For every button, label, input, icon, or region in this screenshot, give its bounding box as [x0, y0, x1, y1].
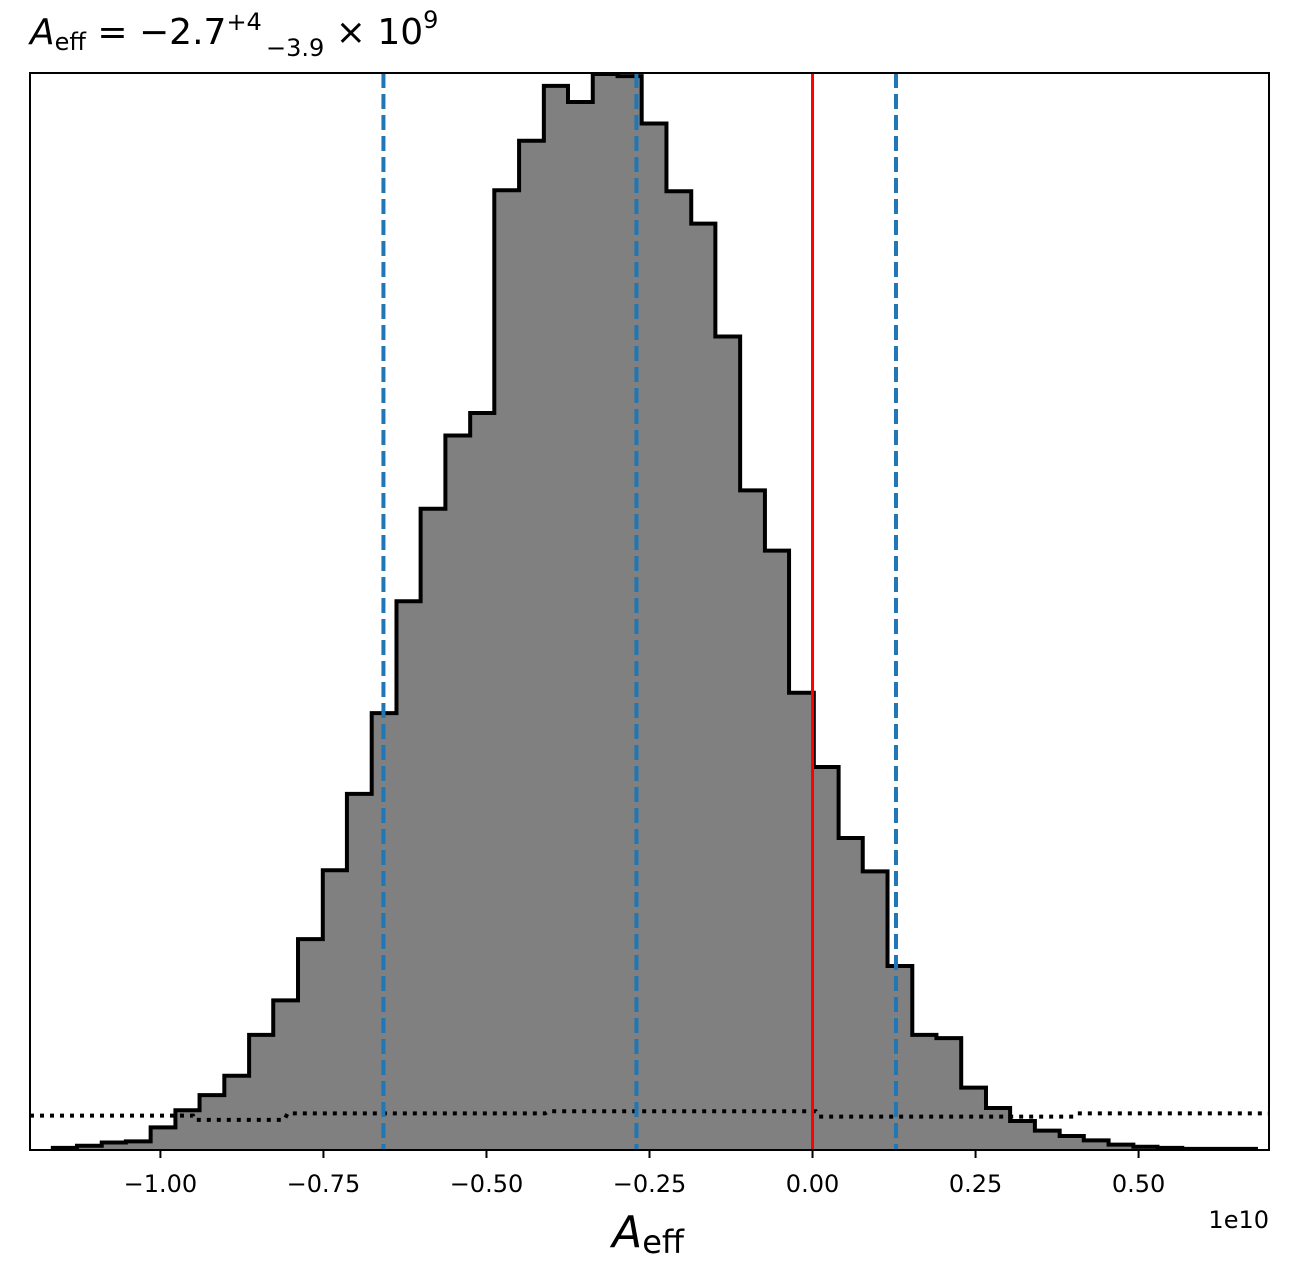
histogram-bar	[1059, 1136, 1085, 1150]
x-tick-label: 0.00	[786, 1170, 839, 1198]
title-symbol: A	[28, 12, 55, 53]
histogram-bars	[50, 72, 1258, 1151]
histogram-bar	[125, 1141, 152, 1150]
histogram-bar	[764, 550, 790, 1150]
histogram-bar	[567, 101, 594, 1151]
histogram-bar	[936, 1038, 962, 1150]
histogram-bar	[715, 336, 741, 1150]
histogram-bar	[641, 123, 668, 1151]
histogram-bar	[371, 713, 398, 1150]
histogram-bar	[666, 191, 692, 1150]
xlabel-symbol: A	[609, 1207, 642, 1258]
chart-title: Aeff = −2.7+4−3.9 × 109	[28, 6, 438, 62]
histogram-bar	[1010, 1120, 1036, 1150]
title-equals: =	[86, 12, 139, 53]
histogram-bar	[691, 223, 716, 1151]
histogram-bar	[543, 85, 569, 1151]
histogram-bar	[224, 1075, 250, 1150]
histogram-bar	[838, 837, 864, 1150]
x-axis-label: Aeff	[609, 1207, 685, 1261]
histogram-bar	[396, 601, 422, 1150]
histogram-bar	[249, 1034, 274, 1150]
histogram-bar	[298, 939, 324, 1150]
title-median: −2.7	[139, 12, 226, 53]
title-symbol-subscript: eff	[55, 28, 87, 56]
histogram-bar	[494, 190, 520, 1150]
histogram-bar	[617, 76, 643, 1151]
histogram-bar	[273, 1000, 299, 1150]
x-tick-label: 0.25	[949, 1170, 1002, 1198]
x-tick-label: −0.75	[287, 1170, 361, 1198]
histogram-bar	[1108, 1144, 1134, 1150]
histogram-bar	[199, 1095, 225, 1150]
histogram-bar	[1083, 1140, 1110, 1150]
histogram-bar	[887, 966, 913, 1150]
axes: −1.00 −0.75 −0.50 −0.25 0.00 0.25 0.50	[29, 72, 1270, 1198]
histogram-bar	[322, 870, 348, 1150]
histogram-bar	[76, 1145, 103, 1150]
x-axis-offset-label: 1e10	[1208, 1206, 1269, 1234]
x-tick-label: −1.00	[124, 1170, 198, 1198]
histogram-bar	[912, 1034, 938, 1150]
histogram-bar	[1034, 1130, 1061, 1150]
histogram-bar	[445, 435, 471, 1150]
histogram-bar	[175, 1110, 201, 1150]
histogram-bar	[985, 1108, 1011, 1150]
histogram-bar	[740, 490, 766, 1150]
histogram-bar	[519, 140, 545, 1150]
histogram-bar	[346, 793, 373, 1150]
title-err-plus: +4	[226, 8, 261, 36]
histogram-bar	[420, 508, 446, 1151]
reference-lines	[381, 73, 898, 1150]
histogram-bar	[470, 412, 495, 1150]
x-tick-label: −0.25	[613, 1170, 687, 1198]
histogram-bar	[862, 871, 889, 1150]
histogram-bar	[101, 1142, 127, 1150]
histogram-bar	[961, 1087, 987, 1150]
x-tick-label: 0.50	[1112, 1170, 1165, 1198]
histogram-bar	[592, 74, 619, 1150]
histogram-bar	[789, 692, 815, 1150]
histogram-outline	[50, 72, 1258, 1151]
xlabel-subscript: eff	[642, 1223, 685, 1261]
title-err-minus: −3.9	[266, 34, 324, 62]
x-tick-label: −0.50	[450, 1170, 524, 1198]
title-multiplier: × 10	[324, 12, 423, 53]
histogram-bar	[813, 766, 840, 1150]
title-exponent: 9	[423, 6, 438, 34]
histogram-bar	[150, 1127, 177, 1150]
